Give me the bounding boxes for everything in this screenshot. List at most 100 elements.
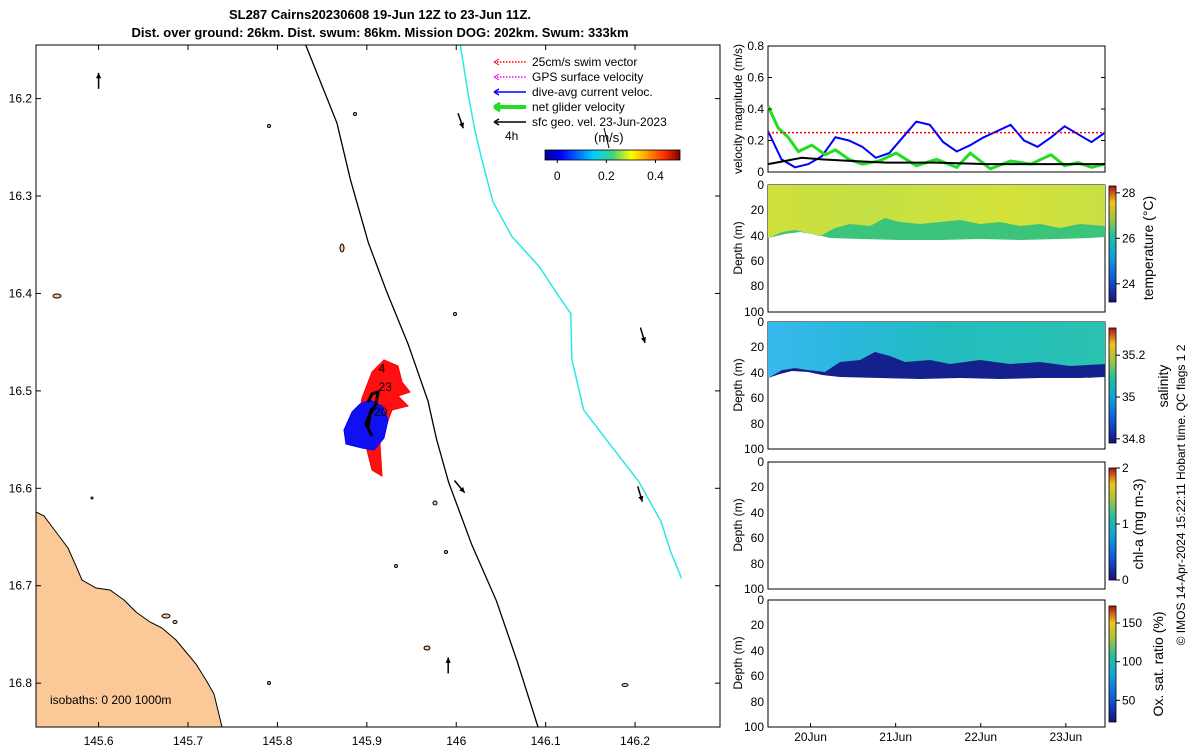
arrowhead-icon — [459, 486, 465, 493]
x-tick-label: 146 — [446, 734, 466, 748]
temperature-lower-layer — [768, 218, 1105, 240]
credit-text: © IMOS 14-Apr-2024 15:22:11 Hobart time.… — [1174, 344, 1188, 645]
coastline-land — [36, 511, 223, 727]
temperature-cbar-label: temperature (°C) — [1140, 196, 1156, 300]
colorbar-tick-label: 0.4 — [647, 169, 664, 183]
colorbar-tick-label: 24 — [1122, 277, 1136, 291]
depth-tick: 80 — [751, 417, 765, 431]
glider-track: 4 23 20 — [343, 359, 411, 477]
velocity-panel: 0 0.2 0.4 0.6 0.8 velocity magnitude (m/s) — [731, 39, 1106, 179]
oxygen-panel: 0 20 40 60 80 100 Depth (m) 150 100 50 Ox.… — [731, 593, 1166, 744]
arrowhead-icon — [493, 58, 500, 66]
map-frame — [35, 44, 721, 728]
x-tick-label: 145.6 — [84, 734, 114, 748]
x-tick-label: 145.9 — [352, 734, 382, 748]
salinity-y-axis: 0 20 40 60 80 100 — [744, 315, 764, 456]
legend-label: GPS surface velocity — [532, 70, 643, 84]
legend-label: sfc geo. vel. 23-Jun-2023 — [532, 115, 667, 129]
temperature-colorbar — [1108, 185, 1117, 303]
depth-tick: 20 — [751, 340, 765, 354]
figure-title-line1: SL287 Cairns20230608 19-Jun 12Z to 23-Ju… — [228, 7, 532, 22]
y-tick-label: 0 — [757, 165, 764, 179]
velocity-series — [766, 105, 1106, 171]
temperature-colorbar-ticks: 28 26 24 — [1116, 186, 1136, 291]
map-x-axis: 145.6 145.7 145.8 145.9 146 146.1 146.2 — [84, 45, 650, 748]
depth-tick: 60 — [751, 531, 765, 545]
salinity-ylabel: Depth (m) — [731, 358, 745, 411]
x-tick-label: 146.2 — [620, 734, 650, 748]
legend-label: net glider velocity — [532, 100, 625, 114]
chla-y-axis: 0 20 40 60 80 100 — [744, 455, 764, 596]
arrowhead-icon — [493, 101, 501, 113]
reef-islets — [52, 112, 629, 687]
colorbar-tick-label: 1 — [1122, 517, 1129, 531]
y-tick-label: 16.8 — [9, 676, 33, 690]
chla-colorbar-ticks: 2 1 0 — [1116, 461, 1129, 587]
depth-tick: 20 — [751, 203, 765, 217]
velocity-y-axis: 0 0.2 0.4 0.6 0.8 — [747, 39, 1105, 179]
colorbar-tick-label: 0 — [1122, 573, 1129, 587]
velocity-plot-frame — [767, 45, 1106, 173]
depth-tick: 20 — [751, 480, 765, 494]
colorbar-tick-label: 28 — [1122, 186, 1136, 200]
velocity-series-line — [766, 105, 1106, 171]
y-tick-label: 0.8 — [747, 39, 764, 53]
salinity-cbar-label: salinity — [1155, 365, 1171, 408]
arrowhead-icon — [445, 657, 451, 663]
glider-path — [364, 389, 380, 437]
depth-tick: 0 — [757, 315, 764, 329]
map-y-axis: 16.2 16.3 16.4 16.5 16.6 16.7 16.8 — [9, 92, 720, 690]
y-tick-label: 0.6 — [747, 71, 764, 85]
depth-tick: 0 — [757, 593, 764, 607]
speed-colorbar — [544, 149, 681, 161]
depth-tick: 40 — [751, 366, 765, 380]
salinity-colorbar-ticks: 35.2 35 34.8 — [1116, 348, 1146, 446]
colorbar-tick-label: 34.8 — [1122, 432, 1146, 446]
salinity-panel: 0 20 40 60 80 100 Depth (m) 35.2 35 34.8 s… — [731, 315, 1171, 456]
colorbar-tick-label: 2 — [1122, 461, 1129, 475]
y-tick-label: 0.4 — [747, 102, 764, 116]
depth-tick: 40 — [751, 644, 765, 658]
y-tick-label: 16.5 — [9, 384, 33, 398]
colorbar-tick-label: 50 — [1122, 693, 1136, 707]
oxygen-ylabel: Depth (m) — [731, 636, 745, 689]
legend-label: dive-avg current veloc. — [532, 85, 653, 99]
depth-tick: 60 — [751, 669, 765, 683]
temperature-ylabel: Depth (m) — [731, 221, 745, 274]
y-tick-label: 16.4 — [9, 286, 33, 300]
depth-tick: 100 — [744, 442, 764, 456]
isobath-200m — [305, 45, 539, 727]
glider-time-label: 23 — [378, 380, 392, 394]
chla-panel: 0 20 40 60 80 100 Depth (m) 2 1 0 chl-a (m… — [731, 455, 1146, 596]
temperature-y-axis: 0 20 40 60 80 100 — [744, 178, 764, 319]
arrowhead-icon — [493, 118, 500, 126]
figure-title-line2: Dist. over ground: 26km. Dist. swum: 86k… — [131, 25, 629, 40]
legend-label: 25cm/s swim vector — [532, 55, 637, 69]
arrowhead-icon — [95, 72, 102, 79]
depth-tick: 80 — [751, 695, 765, 709]
arrowhead-icon — [493, 88, 500, 96]
colorbar-tick-label: 0 — [554, 169, 561, 183]
velocity-ylabel: velocity magnitude (m/s) — [731, 44, 745, 174]
map-panel: 4 23 20 145.6 145.7 145.8 145.9 146 146.1 146.… — [9, 44, 721, 748]
depth-tick: 80 — [751, 279, 765, 293]
isobath-1000m — [459, 45, 683, 579]
oxygen-cbar-label: Ox. sat. ratio (%) — [1150, 611, 1166, 716]
arrowhead-icon — [493, 73, 500, 81]
colorbar-tick-label: 35.2 — [1122, 348, 1146, 362]
colorbar-tick-label: 100 — [1122, 655, 1142, 669]
chla-ylabel: Depth (m) — [731, 498, 745, 551]
depth-tick: 100 — [744, 582, 764, 596]
scale-vector — [603, 127, 610, 149]
isobath-label: isobaths: 0 200 1000m — [50, 693, 171, 707]
x-tick-label: 21Jun — [879, 730, 912, 744]
colorbar-tick-label: 35 — [1122, 390, 1136, 404]
colorbar-tick-label: 26 — [1122, 231, 1136, 245]
colorbar-tick-label: 0.2 — [598, 169, 615, 183]
glider-time-label: 20 — [374, 405, 388, 419]
x-tick-label: 145.8 — [262, 734, 292, 748]
arrowhead-icon — [459, 122, 464, 129]
oxygen-frame — [767, 599, 1106, 728]
oxygen-colorbar — [1108, 605, 1117, 723]
